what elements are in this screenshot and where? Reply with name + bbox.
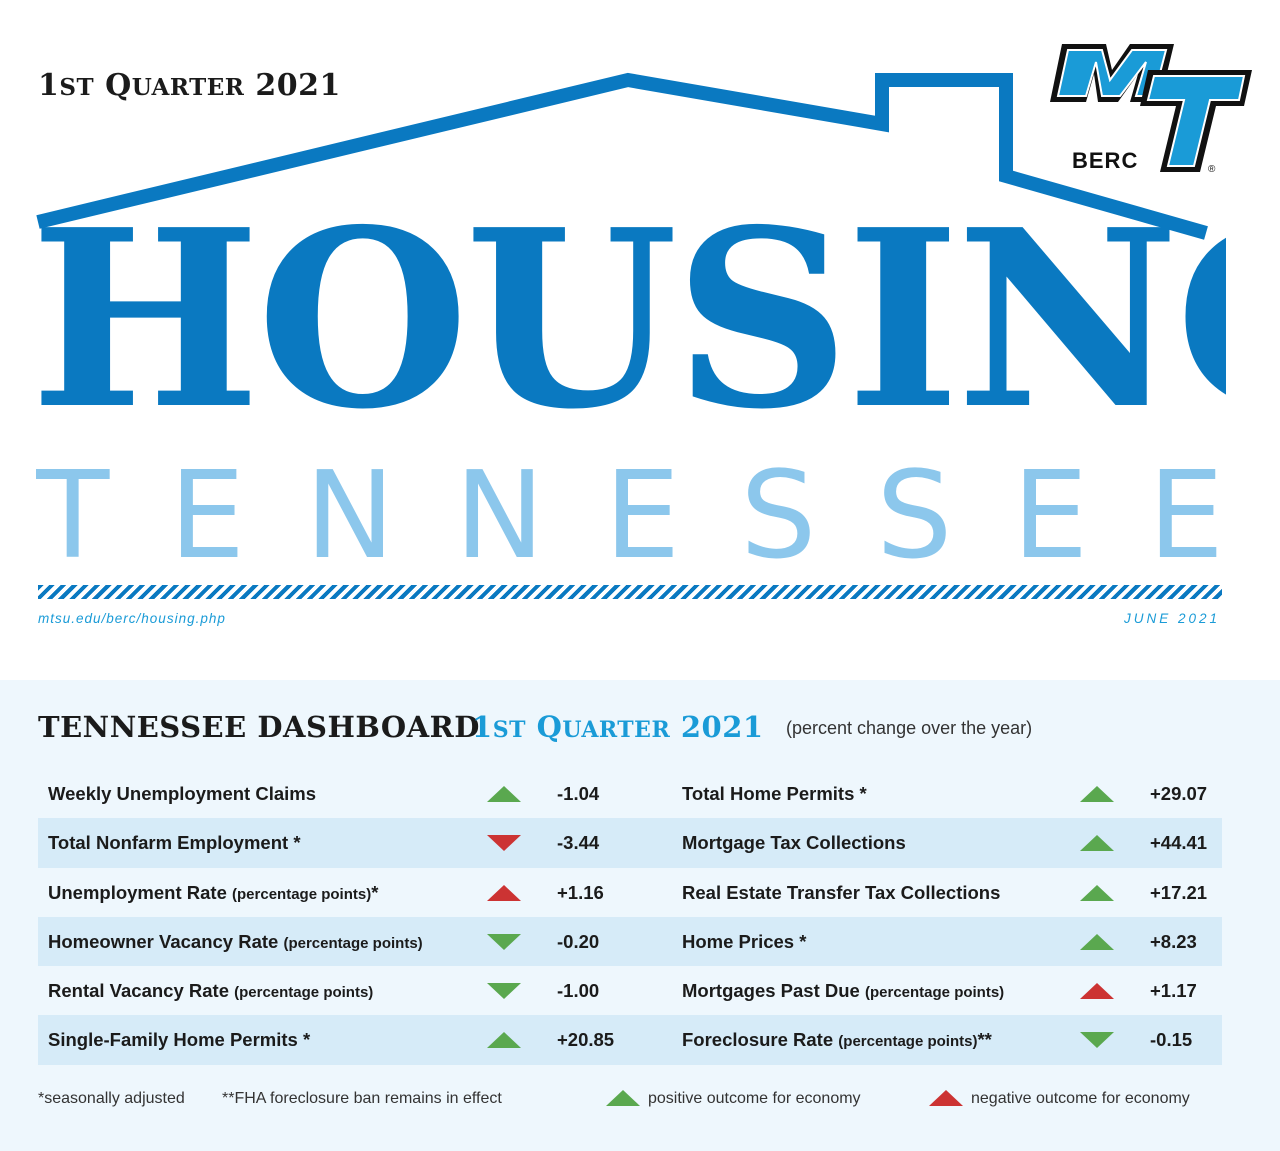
house-roof-outline: [36, 72, 1208, 240]
trend-triangle-icon: [1080, 983, 1114, 1000]
indicator-label: Home Prices *: [682, 930, 807, 952]
indicator-label: Homeowner Vacancy Rate (percentage point…: [48, 930, 423, 952]
indicator-value: +17.21: [1150, 881, 1208, 903]
dashboard-quarter: 1ST QUARTER 2021: [472, 710, 764, 744]
trend-triangle-icon: [1080, 1032, 1114, 1049]
indicator-label: Real Estate Transfer Tax Collections: [682, 881, 1001, 903]
table-row: Single-Family Home Permits * +20.85 Fore…: [38, 1015, 1222, 1065]
trend-triangle-icon: [487, 983, 521, 1000]
indicator-label: Foreclosure Rate (percentage points)**: [682, 1029, 992, 1051]
footnote-seasonal: *seasonally adjusted: [38, 1090, 185, 1107]
indicator-value: +20.85: [557, 1029, 615, 1051]
trend-triangle-icon: [487, 786, 521, 802]
indicator-label: Mortgages Past Due (percentage points): [682, 980, 1005, 1002]
table-row: Weekly Unemployment Claims -1.04 Total H…: [38, 769, 1222, 818]
housing-title: HOUSING: [30, 214, 1226, 426]
indicator-label: Total Nonfarm Employment *: [48, 832, 301, 854]
dashboard-note: (percent change over the year): [786, 718, 1033, 738]
hatched-divider: [38, 585, 1222, 599]
trend-triangle-icon: [487, 933, 521, 950]
indicator-value: +1.16: [557, 881, 604, 903]
indicator-label: Single-Family Home Permits *: [48, 1029, 311, 1051]
svg-text:®: ®: [1208, 164, 1216, 175]
indicator-value: +8.23: [1150, 930, 1197, 952]
indicator-value: -0.15: [1150, 1029, 1193, 1051]
trend-triangle-icon: [1080, 884, 1114, 901]
indicator-value: -1.00: [557, 980, 600, 1002]
trend-triangle-icon: [1080, 835, 1114, 852]
indicator-label: Weekly Unemployment Claims: [48, 783, 316, 804]
website-link[interactable]: mtsu.edu/berc/housing.php: [38, 611, 226, 626]
indicator-value: +44.41: [1150, 832, 1208, 854]
dashboard-table: Weekly Unemployment Claims -1.04 Total H…: [38, 769, 1222, 1065]
negative-triangle-icon: [929, 1090, 963, 1106]
indicator-label: Rental Vacancy Rate (percentage points): [48, 980, 374, 1002]
legend-positive-label: positive outcome for economy: [648, 1090, 861, 1107]
dashboard-panel: [0, 680, 1280, 1151]
indicator-value: -3.44: [557, 832, 600, 854]
table-row: Rental Vacancy Rate (percentage points) …: [38, 966, 1222, 1015]
indicator-value: -0.20: [557, 930, 600, 952]
footnote-fha: **FHA foreclosure ban remains in effect: [222, 1090, 502, 1107]
table-row: Total Nonfarm Employment * -3.44 Mortgag…: [38, 818, 1222, 868]
trend-triangle-icon: [487, 884, 521, 901]
indicator-value: +1.17: [1150, 980, 1197, 1002]
indicator-label: Total Home Permits *: [682, 783, 867, 804]
table-row: Unemployment Rate (percentage points)* +…: [38, 868, 1222, 917]
indicator-value: -1.04: [557, 783, 600, 804]
trend-triangle-icon: [487, 835, 521, 852]
indicator-value: +29.07: [1150, 783, 1208, 804]
positive-triangle-icon: [606, 1090, 640, 1106]
trend-triangle-icon: [1080, 786, 1114, 802]
trend-triangle-icon: [487, 1032, 521, 1049]
svg-text:TENNESSEE: TENNESSEE: [36, 455, 1224, 573]
indicator-label: Mortgage Tax Collections: [682, 832, 906, 854]
trend-triangle-icon: [1080, 933, 1114, 950]
tennessee-subtitle: TENNESSEE: [35, 447, 1226, 586]
report-quarter: 1ST QUARTER 2021: [38, 68, 341, 103]
dashboard-title: TENNESSEE DASHBOARD: [38, 710, 480, 744]
mt-berc-logo: BERC ®: [1048, 40, 1254, 178]
publication-date: JUNE 2021: [1123, 611, 1220, 626]
logo-berc-text: BERC: [1072, 148, 1138, 173]
legend-negative-label: negative outcome for economy: [971, 1090, 1190, 1107]
indicator-label: Unemployment Rate (percentage points)*: [48, 881, 379, 903]
table-row: Homeowner Vacancy Rate (percentage point…: [38, 916, 1222, 967]
